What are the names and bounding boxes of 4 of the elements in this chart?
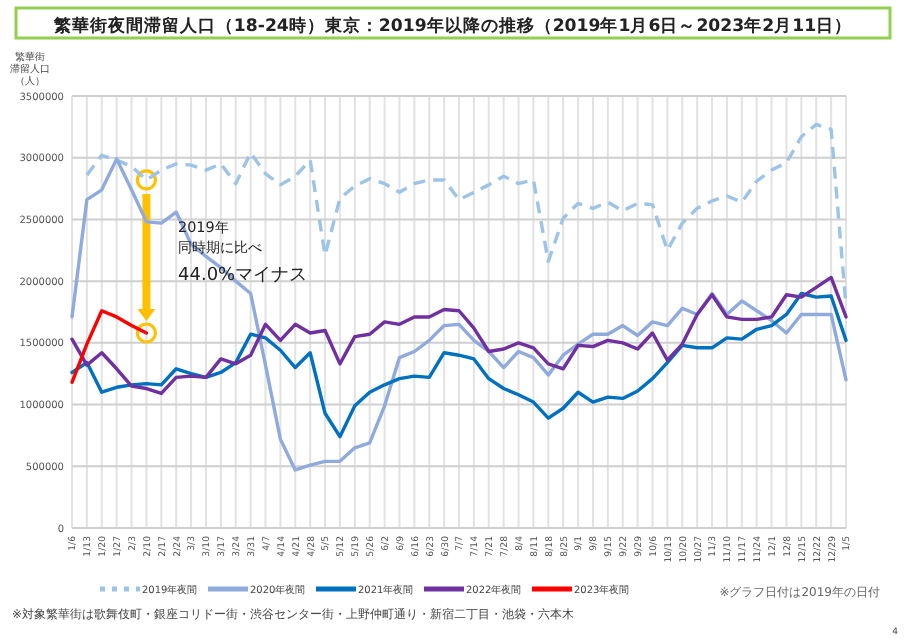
chart-title: 繁華街夜間滞留人口（18-24時）東京：2019年以降の推移（2019年1月6日～2023年2月11日） — [51, 14, 853, 37]
line-series — [70, 157, 848, 472]
line-series — [70, 291, 848, 439]
annotation: 44.0%マイナス — [178, 266, 308, 286]
